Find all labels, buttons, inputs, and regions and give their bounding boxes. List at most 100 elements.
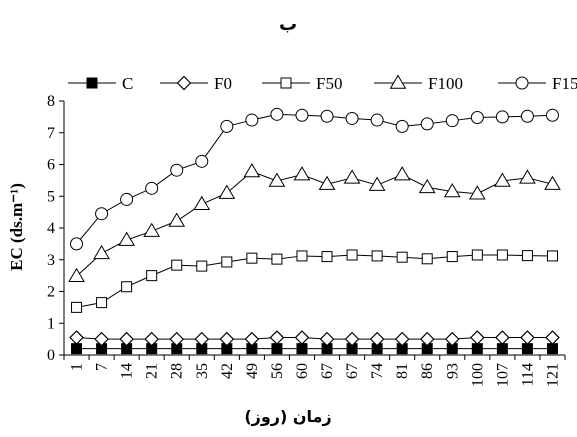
y-tick-label: 4	[47, 220, 55, 237]
y-tick-label: 1	[47, 315, 55, 332]
x-tick-label: 1	[69, 363, 86, 371]
data-point-c	[271, 343, 283, 355]
x-axis-label: زمان (روز)	[244, 407, 331, 426]
data-point-f150	[345, 111, 359, 125]
data-point-f150	[295, 108, 309, 122]
data-point-f50	[96, 297, 108, 309]
x-tick-label: 93	[444, 363, 461, 379]
data-point-f150	[220, 119, 234, 133]
y-tick-label: 3	[47, 252, 55, 269]
data-point-c	[546, 343, 558, 355]
data-point-f150	[270, 107, 284, 121]
x-tick-label: 28	[169, 363, 186, 379]
data-point-c	[496, 343, 508, 355]
data-point-f50	[246, 252, 258, 264]
y-tick-label: 0	[47, 347, 55, 364]
x-tick-label: 7	[94, 363, 111, 371]
data-point-f100	[168, 212, 186, 227]
data-point-f0	[294, 330, 310, 345]
data-point-f100	[293, 166, 311, 181]
data-point-f0	[94, 331, 109, 347]
x-tick-label: 81	[394, 363, 411, 379]
data-point-f100	[193, 195, 211, 210]
data-point-f150	[120, 192, 134, 206]
data-point-f50	[521, 250, 533, 262]
data-point-f150	[395, 119, 409, 133]
legend-marker-c	[86, 77, 98, 89]
data-point-f150	[70, 237, 84, 251]
data-point-f50	[171, 259, 183, 271]
data-point-f50	[371, 250, 383, 262]
data-point-f0	[69, 330, 84, 345]
data-point-f100	[494, 172, 511, 187]
legend-marker-f50	[280, 77, 292, 89]
chart-title: ب	[279, 14, 297, 35]
data-point-f100	[368, 176, 386, 191]
data-point-f100	[343, 169, 361, 184]
data-point-f0	[469, 330, 485, 345]
data-point-f100	[519, 169, 536, 184]
x-tick-label: 100	[469, 363, 486, 387]
data-point-f50	[546, 250, 558, 262]
legend-marker-f100	[389, 74, 407, 89]
data-point-f100	[393, 166, 411, 181]
series-c	[71, 343, 558, 355]
legend-label-c: C	[122, 74, 133, 93]
data-point-f100	[218, 184, 236, 199]
data-point-f150	[520, 109, 534, 123]
legend-label-f0: F0	[214, 74, 232, 93]
data-point-f50	[471, 249, 483, 261]
data-point-f150	[545, 108, 559, 122]
data-point-f150	[245, 113, 259, 127]
data-point-f0	[269, 330, 285, 345]
data-point-c	[521, 343, 533, 355]
data-point-f50	[121, 281, 133, 293]
data-point-f100	[318, 175, 336, 190]
data-point-f0	[119, 331, 134, 347]
data-point-f100	[544, 175, 561, 190]
data-point-f100	[468, 185, 486, 200]
data-point-f150	[495, 110, 509, 124]
x-tick-label: 86	[419, 363, 436, 379]
data-point-c	[71, 343, 83, 355]
data-point-f0	[495, 330, 510, 345]
data-point-f150	[95, 207, 109, 221]
data-point-f50	[221, 256, 233, 268]
series-layer	[68, 107, 561, 355]
data-point-f150	[170, 163, 184, 177]
data-point-f0	[344, 331, 360, 347]
data-point-f150	[195, 154, 209, 168]
x-tick-label: 67	[319, 363, 336, 379]
data-point-f50	[196, 260, 208, 272]
data-point-f50	[496, 249, 508, 261]
y-tick-label: 7	[47, 125, 55, 142]
y-tick-label: 5	[47, 188, 55, 205]
y-axis-label: EC (ds.m⁻¹)	[7, 183, 26, 271]
data-point-f150	[470, 111, 484, 125]
data-point-f50	[146, 270, 158, 282]
x-tick-label: 14	[119, 363, 136, 379]
data-point-f50	[396, 251, 408, 263]
series-f100	[68, 162, 561, 283]
x-tick-label: 107	[494, 363, 511, 387]
x-tick-label: 21	[144, 363, 161, 379]
series-line-f50	[76, 254, 553, 308]
data-point-f150	[145, 181, 159, 195]
y-tick-label: 8	[47, 93, 55, 110]
data-point-f100	[418, 178, 436, 194]
data-point-f150	[370, 113, 384, 127]
data-point-f100	[118, 231, 135, 246]
data-point-f50	[296, 250, 308, 262]
data-point-f100	[243, 162, 261, 178]
data-point-f0	[520, 330, 535, 345]
data-point-f100	[143, 222, 161, 237]
data-point-f0	[219, 331, 235, 347]
legend-item-c: C	[68, 74, 133, 93]
series-f50	[71, 249, 558, 313]
data-point-f0	[545, 330, 560, 345]
x-tick-label: 42	[219, 363, 236, 379]
